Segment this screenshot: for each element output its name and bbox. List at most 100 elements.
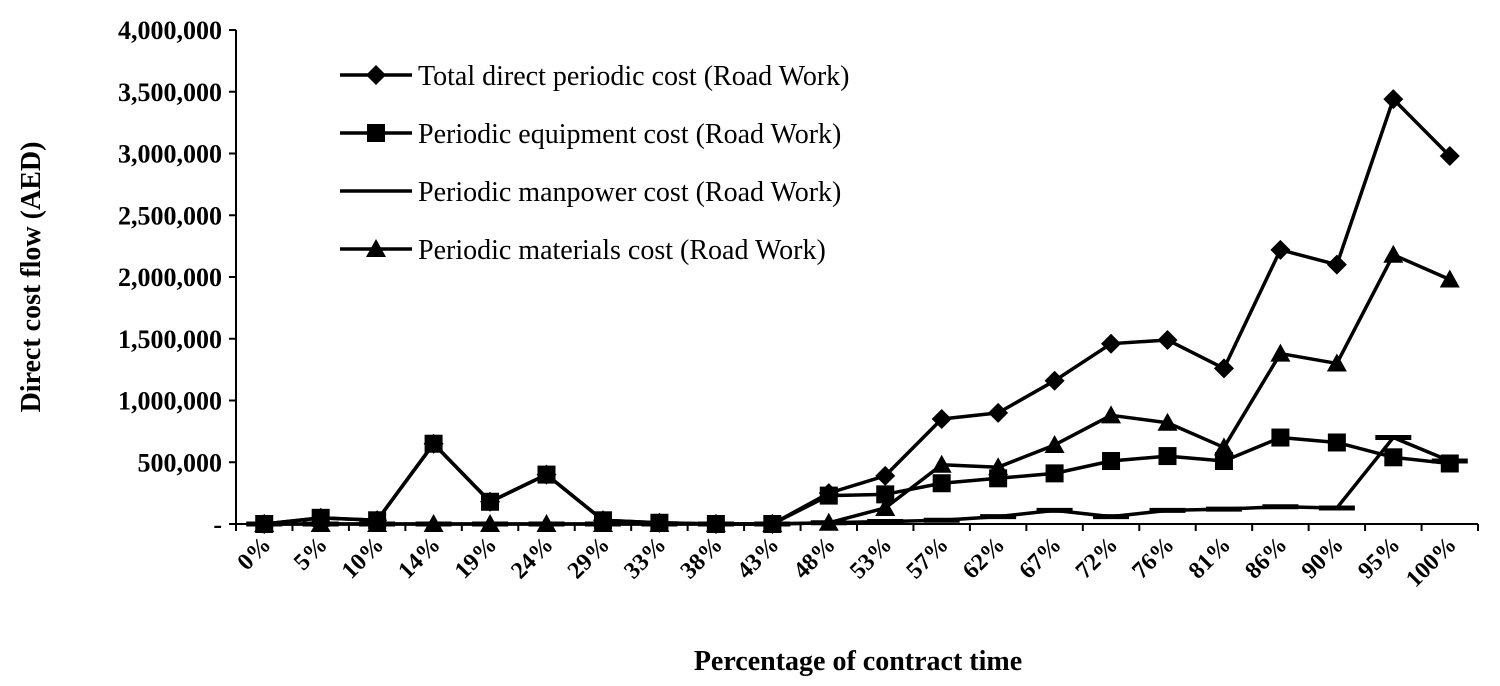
x-tick-label: 5% [289, 532, 333, 576]
data-point-diamond [1213, 358, 1234, 379]
x-tick-label: 0% [233, 532, 277, 576]
series-layer [246, 89, 1468, 534]
x-tick-label: 48% [789, 532, 841, 584]
legend: Total direct periodic cost (Road Work) Pe… [340, 61, 849, 266]
data-point-triangle [480, 514, 501, 532]
x-tick-label: 29% [563, 532, 615, 584]
legend-item: Periodic materials cost (Road Work) [340, 235, 826, 266]
x-tick-label: 19% [450, 532, 502, 584]
data-point-triangle [1101, 405, 1122, 424]
data-point-triangle [592, 514, 613, 532]
x-tick-label: 86% [1240, 532, 1292, 584]
x-tick-label: 67% [1015, 532, 1067, 584]
series-square [255, 428, 1459, 533]
x-tick-label: 81% [1184, 532, 1236, 584]
data-point-diamond [1383, 89, 1404, 110]
y-tick-label: 4,000,000 [118, 16, 222, 45]
data-point-square [1158, 447, 1177, 466]
data-point-square [819, 486, 838, 505]
x-tick-label: 57% [902, 532, 954, 584]
data-point-triangle [1157, 412, 1178, 431]
x-tick-label: 10% [337, 532, 389, 584]
x-axis-title: Percentage of contract time [694, 646, 1022, 677]
series-line [264, 435, 1450, 526]
data-point-triangle [536, 514, 557, 532]
data-point-triangle [931, 454, 952, 473]
x-tick-label: 38% [676, 532, 728, 584]
data-point-diamond [1044, 370, 1065, 391]
series-diamond [254, 89, 1460, 534]
data-point-diamond [931, 409, 952, 430]
series-line [264, 97, 1452, 526]
data-point-square [1384, 448, 1403, 467]
x-tick-label: 14% [394, 532, 446, 584]
data-point-diamond [1326, 254, 1347, 275]
legend-item: Periodic equipment cost (Road Work) [340, 119, 841, 150]
legend-marker-diamond [366, 65, 386, 85]
series-line [264, 253, 1451, 526]
data-point-triangle [423, 514, 444, 532]
data-point-square [1327, 433, 1346, 452]
data-point-diamond [875, 465, 896, 486]
y-tick-label: 1,000,000 [118, 387, 222, 416]
data-point-square [1271, 428, 1290, 447]
x-tick-label: 100% [1401, 532, 1462, 593]
data-point-triangle [1383, 244, 1404, 263]
data-point-square [932, 474, 951, 493]
x-tick-label: 53% [845, 532, 897, 584]
data-point-diamond [1157, 329, 1178, 350]
x-tick-label: 43% [732, 532, 784, 584]
data-point-diamond [1439, 145, 1460, 166]
data-point-triangle [1326, 353, 1347, 372]
y-tick-label: 500,000 [138, 448, 223, 477]
data-point-square [876, 485, 895, 504]
data-point-diamond [988, 402, 1009, 423]
legend-item: Total direct periodic cost (Road Work) [340, 61, 849, 92]
data-point-diamond [1270, 239, 1291, 260]
legend-item: Periodic manpower cost (Road Work) [340, 177, 841, 208]
legend-label: Periodic equipment cost (Road Work) [418, 119, 841, 150]
data-point-square [481, 492, 500, 511]
data-point-square [1214, 452, 1233, 471]
x-tick-label: 33% [619, 532, 671, 584]
y-tick-label: 2,500,000 [118, 201, 222, 230]
x-tick-labels: 0% 5% 10% 14% 19% 24% 29% 33% 38% 43% 48% 53% 57% 62%… [233, 524, 1479, 593]
data-point-triangle [1044, 434, 1065, 453]
legend-marker-triangle [366, 239, 386, 257]
y-axis-title: Direct cost flow (AED) [16, 142, 47, 413]
y-tick-label: 1,500,000 [118, 325, 222, 354]
x-tick-label: 95% [1353, 532, 1405, 584]
data-point-square [537, 465, 556, 484]
y-tick-labels: - 500,000 1,000,000 1,500,000 2,000,000 2,500… [118, 16, 236, 539]
data-point-triangle [762, 514, 783, 532]
series-triangle [254, 244, 1460, 532]
data-point-triangle [367, 514, 388, 532]
data-point-triangle [818, 512, 839, 531]
data-point-triangle [1439, 269, 1460, 288]
x-tick-label: 90% [1297, 532, 1349, 584]
data-point-triangle [649, 514, 670, 532]
y-tick-label: 2,000,000 [118, 263, 222, 292]
x-tick-label: 62% [958, 532, 1010, 584]
data-point-triangle [1270, 343, 1291, 362]
y-tick-label: 3,500,000 [118, 78, 222, 107]
data-point-diamond [1101, 333, 1122, 354]
data-point-triangle [875, 497, 896, 516]
data-point-triangle [254, 514, 275, 532]
legend-label: Periodic materials cost (Road Work) [418, 235, 826, 266]
data-point-square [1102, 452, 1121, 471]
legend-label: Total direct periodic cost (Road Work) [418, 61, 849, 92]
data-point-triangle [1213, 437, 1234, 456]
data-point-triangle [705, 514, 726, 532]
y-tick-label: 3,000,000 [118, 140, 222, 169]
x-tick-label: 24% [506, 532, 558, 584]
legend-marker-square [367, 124, 385, 142]
x-tick-label: 72% [1071, 532, 1123, 584]
data-point-triangle [310, 514, 331, 532]
data-point-triangle [988, 457, 1009, 476]
axes [235, 30, 1478, 525]
data-point-square [424, 434, 443, 453]
legend-label: Periodic manpower cost (Road Work) [418, 177, 841, 208]
